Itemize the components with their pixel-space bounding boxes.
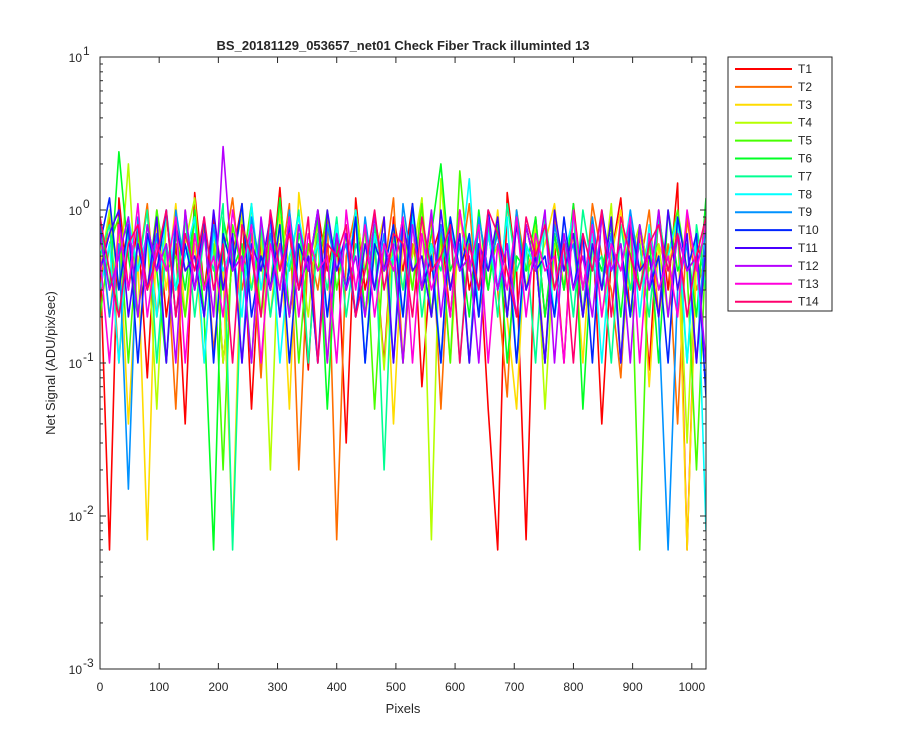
y-tick-label: 10 -1	[69, 350, 94, 371]
y-tick-label: 10 -3	[69, 656, 94, 677]
x-tick-label: 900	[623, 680, 643, 694]
x-tick-label: 400	[327, 680, 347, 694]
legend-label: T13	[798, 277, 819, 291]
series-line-t10	[100, 197, 706, 397]
x-tick-label: 1000	[678, 680, 705, 694]
legend-item-t10: T10	[735, 223, 819, 237]
legend-item-t12: T12	[735, 259, 819, 273]
legend-label: T7	[798, 169, 812, 183]
legend-label: T1	[798, 62, 812, 76]
y-tick-exponent: -1	[83, 350, 94, 364]
series-line-t12	[100, 145, 706, 364]
legend-item-t6: T6	[735, 152, 812, 166]
legend-label: T9	[798, 205, 812, 219]
legend-label: T8	[798, 187, 812, 201]
legend-item-t7: T7	[735, 169, 812, 183]
series-layer	[100, 145, 706, 551]
x-tick-label: 500	[386, 680, 406, 694]
legend-label: T2	[798, 80, 812, 94]
y-tick-exponent: 0	[83, 197, 90, 211]
x-tick-label: 300	[268, 680, 288, 694]
x-tick-label: 600	[445, 680, 465, 694]
legend-item-t9: T9	[735, 205, 812, 219]
legend-label: T10	[798, 223, 819, 237]
y-tick-label: 10 -2	[69, 503, 94, 524]
x-tick-label: 0	[97, 680, 104, 694]
series-line-t13	[100, 202, 706, 364]
series-line-t14	[100, 209, 706, 364]
legend-item-t1: T1	[735, 62, 812, 76]
legend-item-t2: T2	[735, 80, 812, 94]
legend-item-t11: T11	[735, 241, 818, 255]
legend-label: T5	[798, 134, 812, 148]
y-tick-base: 10	[69, 357, 83, 371]
x-tick-label: 800	[563, 680, 583, 694]
legend-label: T6	[798, 152, 812, 166]
legend-label: T11	[798, 241, 818, 255]
tick-layer: 0 100 200 300 400 500 600 700 800 900 100010-310-2…	[69, 44, 706, 694]
y-tick-base: 10	[69, 663, 83, 677]
x-axis-label: Pixels	[386, 701, 421, 716]
legend-label: T14	[798, 295, 819, 309]
y-tick-exponent: -2	[83, 503, 94, 517]
x-tick-label: 100	[149, 680, 169, 694]
y-axis-label: Net Signal (ADU/pix/sec)	[43, 291, 58, 435]
y-tick-exponent: -3	[83, 656, 94, 670]
legend-item-t4: T4	[735, 116, 812, 130]
legend-item-t8: T8	[735, 187, 812, 201]
legend-item-t3: T3	[735, 98, 812, 112]
x-tick-label: 700	[504, 680, 524, 694]
plot-area: 0 100 200 300 400 500 600 700 800 900 100010-310-2…	[69, 44, 707, 694]
x-tick-label: 200	[208, 680, 228, 694]
legend-label: T4	[798, 116, 812, 130]
legend-box	[727, 56, 833, 312]
legend-label: T3	[798, 98, 812, 112]
legend-item-t5: T5	[735, 134, 812, 148]
y-tick-exponent: 1	[83, 44, 90, 58]
chart-title: BS_20181129_053657_net01 Check Fiber Tra…	[217, 38, 590, 53]
y-tick-base: 10	[69, 51, 83, 65]
legend-item-t13: T13	[735, 277, 819, 291]
legend-items: T1 T2 T3 T4 T5 T6 T7 T8 T9 T10 T11 T12 T13 T14	[735, 62, 819, 309]
plot-frame	[99, 56, 707, 670]
y-tick-base: 10	[69, 204, 83, 218]
legend-item-t14: T14	[735, 295, 819, 309]
legend: T1 T2 T3 T4 T5 T6 T7 T8 T9 T10 T11 T12 T13 T14	[727, 56, 833, 312]
y-tick-base: 10	[69, 510, 83, 524]
legend-label: T12	[798, 259, 819, 273]
y-tick-label: 10 1	[69, 44, 90, 65]
y-tick-label: 10 0	[69, 197, 90, 218]
